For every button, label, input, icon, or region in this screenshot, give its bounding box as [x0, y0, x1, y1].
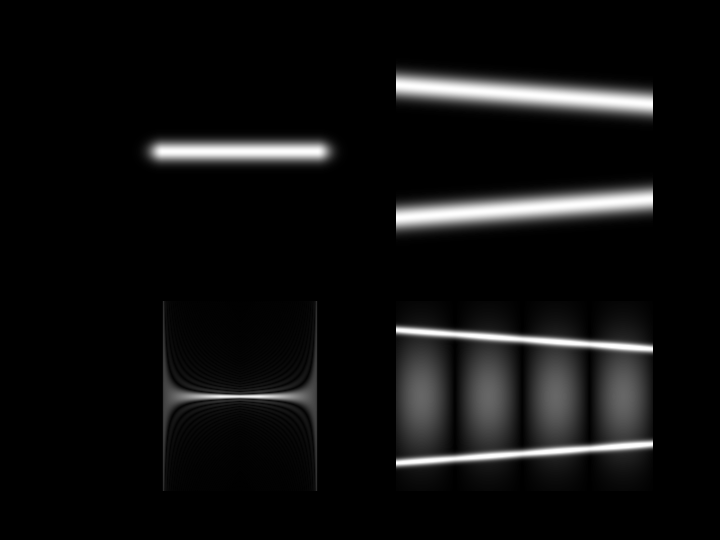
wdf-rect-plot: -10-505101050-5-10: [110, 300, 367, 490]
header-eq3: = cos(6: [451, 11, 512, 32]
x-tick: 0: [232, 493, 239, 507]
x-tick: 0: [517, 493, 524, 507]
y-tick: -10: [372, 294, 394, 308]
x-tick: 5: [581, 248, 588, 262]
x-tick: -5: [452, 248, 463, 262]
header-eq2: = 0 otherwise, right:: [255, 11, 419, 32]
header-close: ): [588, 11, 594, 32]
x-tick: -5: [452, 493, 463, 507]
gabor-chirp-plot: -10-505101050-5-10: [395, 55, 652, 245]
header-x1b-arg: (t): [237, 11, 255, 32]
y-tick: -10: [87, 294, 109, 308]
x-tick: 0: [232, 248, 239, 262]
gabor-label: Gabor: [7, 92, 57, 115]
y-tick: 10: [372, 239, 394, 253]
y-tick: 5: [372, 437, 394, 451]
header-x1b-sub: 1: [230, 20, 237, 35]
x-tick: 0: [517, 248, 524, 262]
x-tick: 10: [645, 493, 658, 507]
x-tick: -5: [167, 248, 178, 262]
header-x1a-arg: (t): [90, 11, 108, 32]
equation-header: left: x1(t) = 1 for |t| ≤ 6, x1(t) = 0 o…: [40, 8, 720, 36]
y-tick: 5: [87, 192, 109, 206]
x-tick: 5: [296, 493, 303, 507]
x-tick: -5: [167, 493, 178, 507]
gabor-rect-plot: -10-505101050-5-10: [110, 55, 367, 245]
y-tick: 10: [372, 484, 394, 498]
y-tick: 5: [372, 192, 394, 206]
y-tick: 0: [87, 389, 109, 403]
y-tick: 0: [372, 389, 394, 403]
x-tick: 10: [645, 248, 658, 262]
y-tick: 0: [87, 144, 109, 158]
omega-axis-label-2: ω -axis: [66, 393, 89, 451]
omega-axis-label-1: ω -axis: [66, 148, 89, 206]
y-tick: 10: [87, 484, 109, 498]
header-left-prefix: left:: [40, 11, 75, 32]
y-tick: -5: [372, 342, 394, 356]
header-x2-arg: (t): [433, 11, 451, 32]
x-tick: 5: [296, 248, 303, 262]
x-tick: 5: [581, 493, 588, 507]
y-tick: -10: [372, 49, 394, 63]
y-tick: 10: [87, 239, 109, 253]
header-x1b: x: [222, 11, 230, 32]
y-tick: 5: [87, 437, 109, 451]
t-axis-label-2: t -axis: [205, 505, 254, 528]
y-tick: -5: [87, 97, 109, 111]
y-tick: -5: [372, 97, 394, 111]
y-tick: -10: [87, 49, 109, 63]
header-minus: − 0. 05: [518, 11, 576, 32]
wdf-chirp-plot: -10-505101050-5-10: [395, 300, 652, 490]
y-tick: 0: [372, 144, 394, 158]
header-cond: | ≤ 6,: [179, 11, 222, 32]
t-axis-label-1: t -axis: [205, 262, 254, 285]
y-tick: -5: [87, 342, 109, 356]
header-eq1: = 1 for |: [108, 11, 173, 32]
header-x2: x: [418, 11, 426, 32]
header-x1a: x: [75, 11, 83, 32]
wdf-label: WDF: [7, 300, 51, 323]
